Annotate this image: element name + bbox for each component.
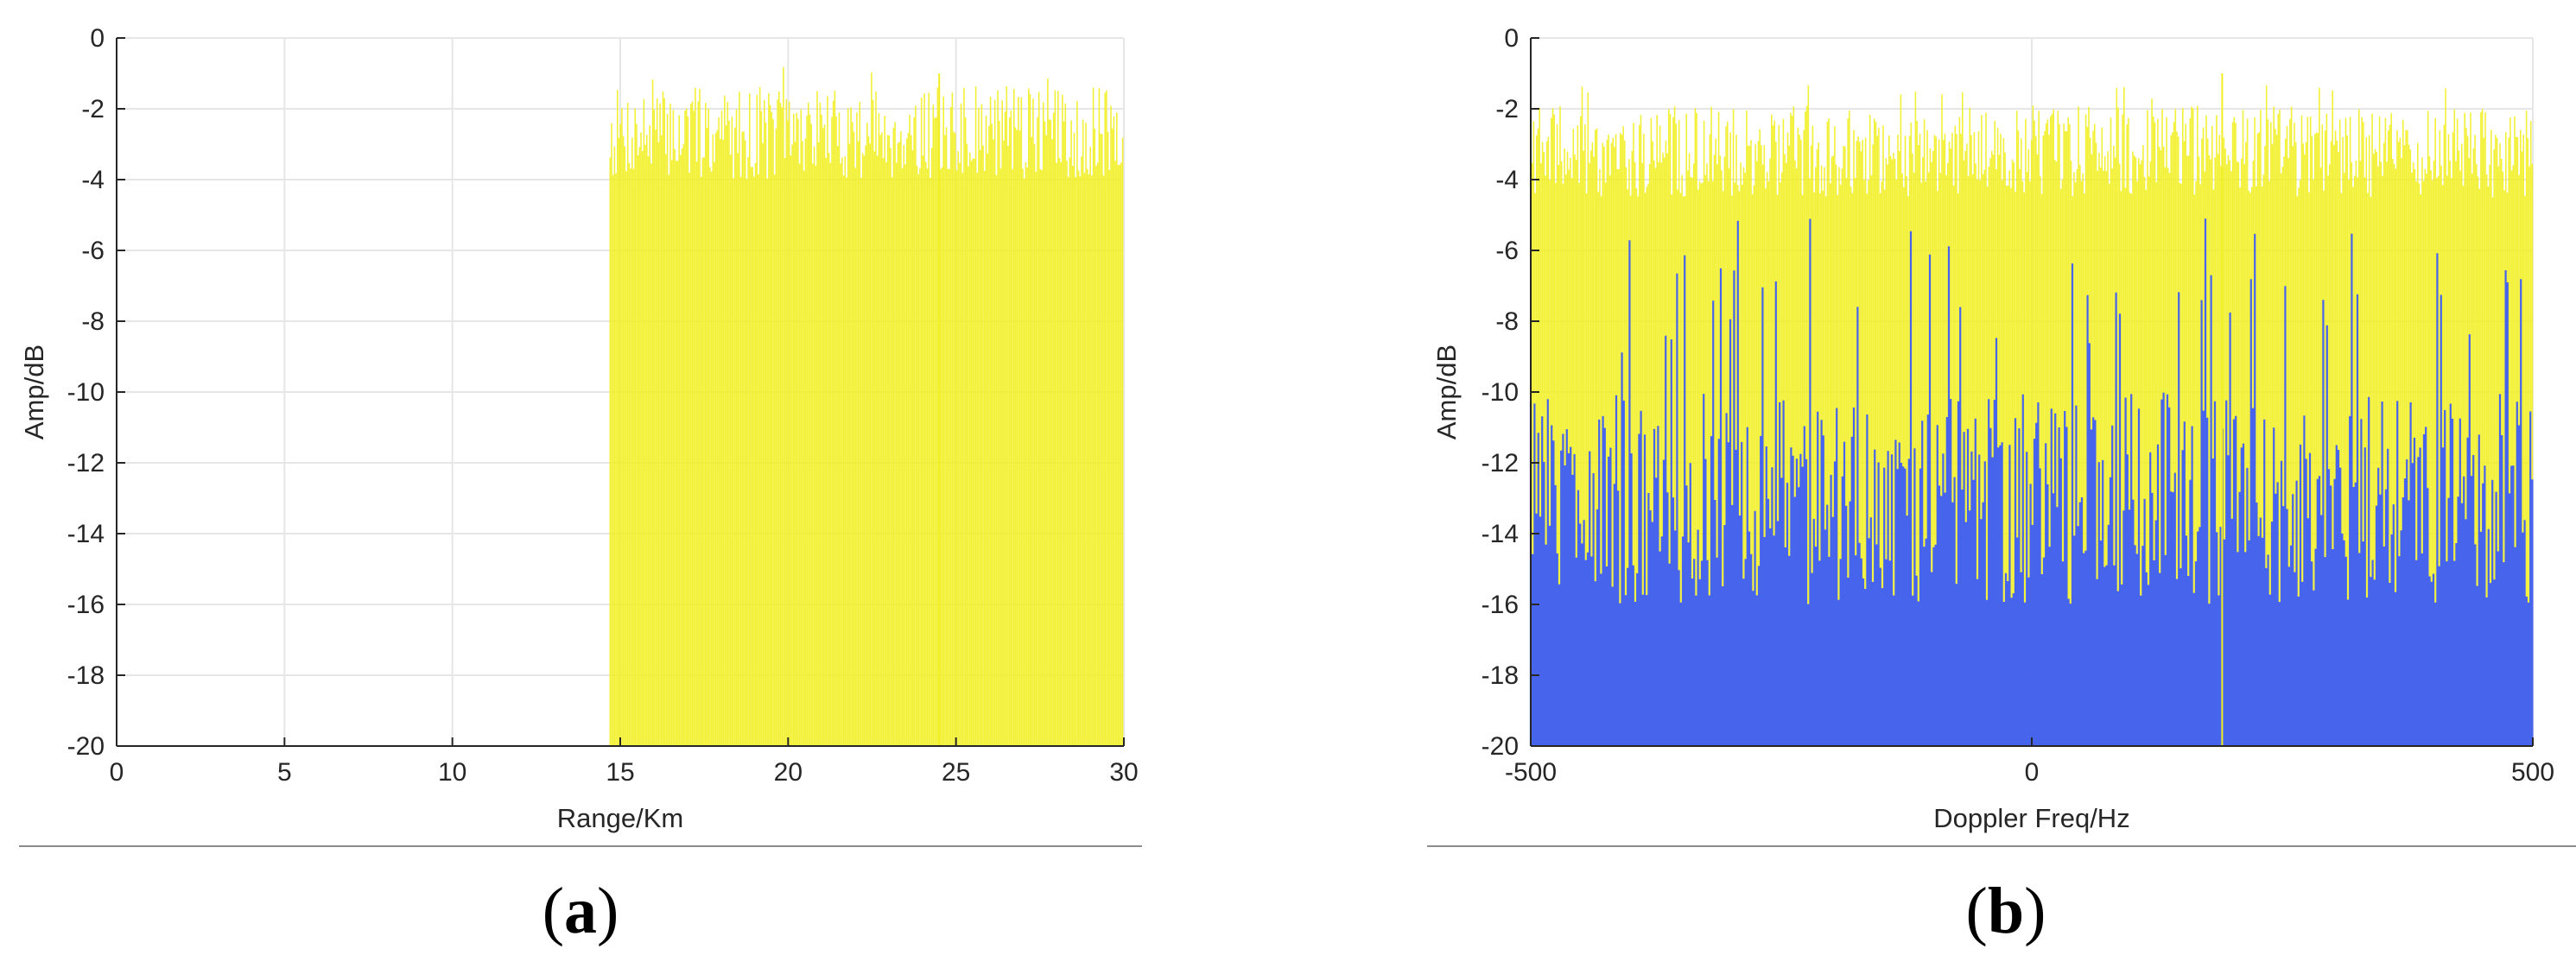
panel-b-xtick-label: -500 [1505, 758, 1557, 787]
panel-b-ytick-label: -12 [1482, 449, 1519, 478]
panel-a-ytick-label: 0 [90, 24, 105, 53]
panel-b-ytick-label: -6 [1495, 237, 1519, 265]
panel-a-xtick-label: 5 [277, 758, 292, 787]
panel-a-xtick-label: 15 [606, 758, 634, 787]
panel-b-tick-labels: -500 0 500 0 -2 -4 -6 -8 -10 -12 -14 -16 -18 -20 [1482, 24, 2554, 787]
panel-b-ytick-label: -16 [1482, 591, 1519, 619]
panel-b-ytick-label: -18 [1482, 661, 1519, 690]
panel-a-series-0-trace [609, 66, 1124, 746]
panel-a-ytick-label: -8 [81, 307, 105, 336]
panel-b-xtick-label: 0 [2025, 758, 2040, 787]
panel-b-chart: -500 0 500 0 -2 -4 -6 -8 -10 -12 -14 -16 -18 -20 Dopp… [1431, 24, 2554, 833]
panel-a-chart: 0 5 10 15 20 25 300-2-4-6-8-10-12-14-16-18-20 … [19, 24, 1139, 833]
panel-a-ytick-label: -4 [81, 166, 105, 194]
panel-b-ylabel: Amp/dB [1431, 345, 1462, 440]
panel-a-xlabel: Range/Km [557, 803, 683, 833]
panel-a-tick-labels: 0 5 10 15 20 25 30 0 -2 -4 -6 -8 -10 -12 -14 -16 -18 -20 [67, 24, 1139, 787]
panel-b-ytick-label: -20 [1482, 732, 1519, 761]
panel-a-series [609, 66, 1124, 746]
panel-b-ytick-label: 0 [1504, 24, 1519, 53]
panel-a-ytick-label: -18 [67, 661, 105, 690]
panel-b-ytick-label: -2 [1495, 95, 1519, 123]
panel-a-xtick-label: 30 [1109, 758, 1138, 787]
panel-a-xtick-label: 20 [774, 758, 803, 787]
panel-a-xtick-label: 0 [110, 758, 124, 787]
panel-a-caption-letter: a [564, 875, 597, 947]
panel-a-caption: (a) [542, 875, 619, 947]
panel-b-caption-letter: b [1988, 875, 2024, 947]
panel-a-ytick-label: -12 [67, 449, 105, 478]
panel-b-ytick-label: -4 [1495, 166, 1519, 194]
panel-a-ytick-label: -20 [67, 732, 105, 761]
panel-a-ytick-label: -2 [81, 95, 105, 123]
panel-b-xtick-label: 500 [2511, 758, 2554, 787]
panel-a-ytick-label: -6 [81, 237, 105, 265]
panel-b-axes [1530, 37, 2534, 747]
panel-b-caption: (b) [1966, 875, 2046, 947]
panel-a-xtick-label: 10 [438, 758, 466, 787]
panel-a-ytick-label: -14 [67, 520, 105, 548]
panel-a-xtick-label: 25 [942, 758, 970, 787]
panel-b-ytick-label: -14 [1482, 520, 1519, 548]
panel-b-ytick-label: -8 [1495, 307, 1519, 336]
panel-a-axes [116, 37, 1125, 747]
panel-b-ytick-label: -10 [1482, 378, 1519, 407]
panel-b-xlabel: Doppler Freq/Hz [1933, 803, 2129, 833]
panel-a-ytick-label: -16 [67, 591, 105, 619]
panel-a-ylabel: Amp/dB [19, 345, 49, 440]
panel-a-ytick-label: -10 [67, 378, 105, 407]
